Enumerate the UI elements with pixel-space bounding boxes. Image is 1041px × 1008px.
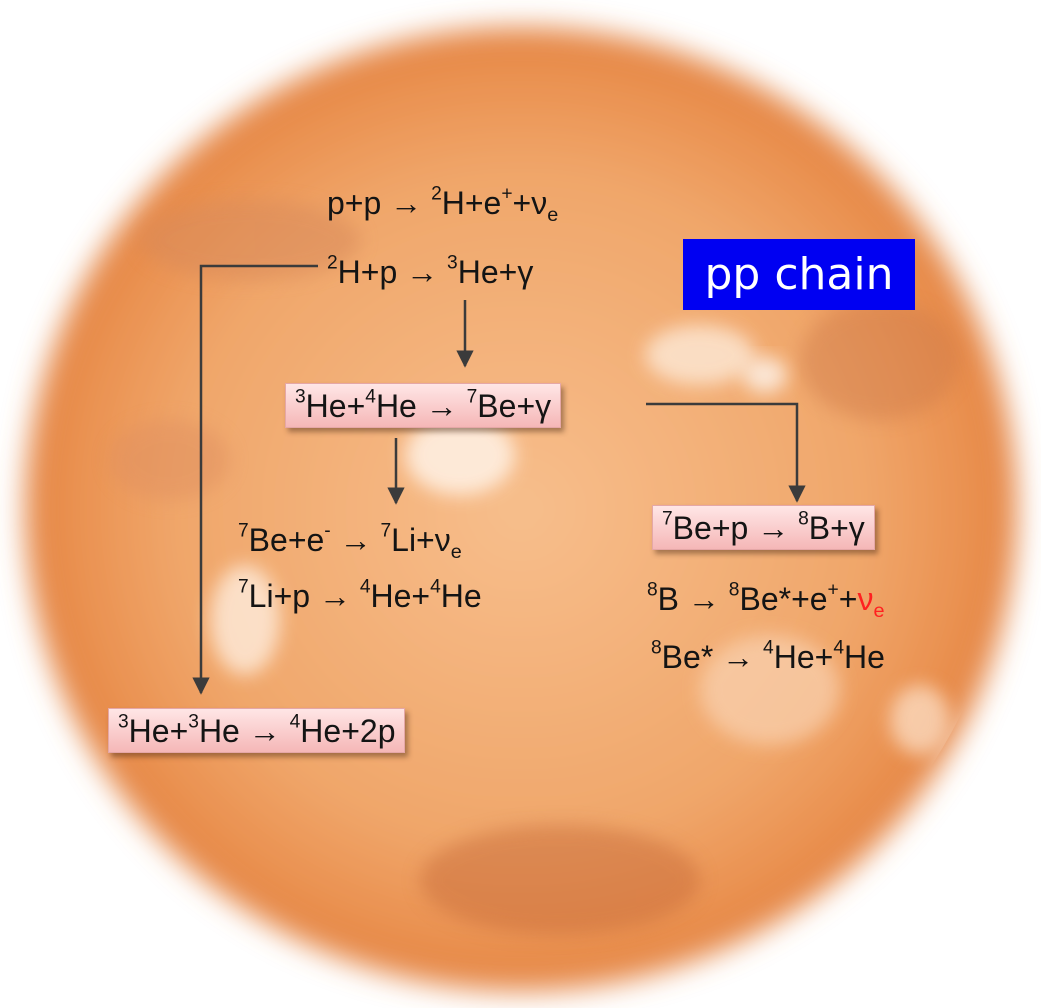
- dark-region: [420, 825, 700, 935]
- equation-part: He+γ: [457, 254, 534, 290]
- equation-part: 8: [728, 579, 740, 601]
- reaction-arrow-symbol: →: [406, 254, 439, 290]
- equation-part: 7: [238, 520, 249, 542]
- equation-part: e: [547, 203, 559, 226]
- equation-part: He: [198, 713, 249, 749]
- reaction-li7-proton: 7Li+p → 4He+4He: [238, 576, 482, 614]
- equation-part: -: [324, 520, 331, 542]
- bright-region: [700, 635, 840, 745]
- equation-part: 3: [188, 711, 199, 733]
- equation-part: 4: [833, 637, 844, 659]
- equation-part: H+e: [441, 185, 502, 221]
- reaction-b8-decay: 8B → 8Be*+e++νe: [647, 579, 884, 621]
- reaction-deuterium-capture: 2H+p → 3He+γ: [327, 252, 534, 290]
- reaction-he3-he4-box: 3He+4He → 7Be+γ: [285, 383, 562, 428]
- bright-region: [645, 325, 755, 385]
- reaction-he3-he3-box: 3He+3He → 4He+2p: [108, 708, 406, 753]
- reaction-arrow-symbol: →: [248, 713, 281, 749]
- equation-part: 3: [447, 252, 458, 274]
- equation-part: He: [375, 388, 426, 424]
- equation-part: e: [873, 599, 885, 622]
- equation-part: Li+ν: [391, 522, 451, 558]
- equation-part: [789, 510, 798, 546]
- arrow-r3-to-r6: [646, 402, 806, 503]
- equation-part: 8: [798, 508, 809, 530]
- equation-part: [754, 639, 763, 675]
- equation-part: Be+γ: [477, 388, 552, 424]
- reaction-arrow-symbol: →: [390, 185, 423, 221]
- arrow-r2-to-r9: [192, 264, 318, 695]
- reaction-arrow-symbol: →: [318, 578, 351, 614]
- reaction-be7-proton-box: 7Be+p → 8B+γ: [652, 505, 875, 550]
- equation-part: 4: [359, 576, 371, 598]
- equation-part: 3: [118, 711, 129, 733]
- equation-part: He+: [305, 388, 366, 424]
- equation-part: Be+e: [248, 522, 325, 558]
- equation-part: 4: [289, 711, 301, 733]
- equation-part: [331, 522, 340, 558]
- reaction-be7-electron-capture: 7Be+e- → 7Li+νe: [238, 520, 462, 562]
- reaction-pp-fusion: p+p → 2H+e++νe: [327, 183, 558, 225]
- bright-region: [743, 357, 787, 393]
- bright-region: [210, 565, 280, 675]
- equation-part: e: [450, 540, 462, 563]
- reaction-be8-decay: 8Be* → 4He+4He: [651, 637, 885, 675]
- equation-part: He: [843, 639, 885, 675]
- equation-part: He+: [773, 639, 834, 675]
- diagram-title: pp chain: [683, 239, 915, 310]
- equation-part: 7: [238, 576, 249, 598]
- equation-part: [422, 185, 431, 221]
- equation-part: +: [838, 581, 858, 617]
- dark-region: [140, 200, 360, 280]
- equation-part: [281, 713, 290, 749]
- reaction-arrow-symbol: →: [425, 388, 458, 424]
- dark-region: [800, 300, 960, 420]
- reaction-arrow-symbol: →: [722, 639, 755, 675]
- equation-part: p+p: [327, 185, 391, 221]
- equation-part: 4: [763, 637, 774, 659]
- equation-part: 2: [327, 252, 338, 274]
- equation-part: 3: [295, 386, 306, 408]
- equation-part: He+2p: [300, 713, 396, 749]
- equation-part: [458, 388, 467, 424]
- equation-part: 8: [651, 637, 662, 659]
- equation-part: B+γ: [808, 510, 865, 546]
- reaction-arrow-symbol: →: [687, 581, 720, 617]
- bright-region: [890, 685, 950, 755]
- equation-part: Be*: [661, 639, 723, 675]
- equation-part: 7: [380, 520, 392, 542]
- equation-part: +ν: [512, 185, 548, 221]
- equation-part: Be*+e: [739, 581, 828, 617]
- equation-part: 4: [365, 386, 376, 408]
- equation-part: 2: [431, 183, 442, 205]
- equation-part: B: [657, 581, 688, 617]
- equation-part: He+: [128, 713, 189, 749]
- equation-part: 7: [466, 386, 478, 408]
- reaction-arrow-symbol: →: [757, 510, 790, 546]
- equation-part: +: [501, 183, 513, 205]
- equation-part: [351, 578, 360, 614]
- reaction-arrow-symbol: →: [339, 522, 372, 558]
- equation-part: [720, 581, 729, 617]
- equation-part: ν: [857, 581, 874, 617]
- equation-part: 8: [647, 579, 658, 601]
- equation-part: 4: [430, 576, 441, 598]
- bright-region: [405, 415, 515, 495]
- equation-part: He+: [370, 578, 431, 614]
- equation-part: H+p: [337, 254, 407, 290]
- equation-part: He: [440, 578, 482, 614]
- equation-part: Li+p: [248, 578, 319, 614]
- equation-part: [438, 254, 447, 290]
- equation-part: 7: [662, 508, 673, 530]
- equation-part: +: [827, 579, 839, 601]
- equation-part: Be+p: [672, 510, 758, 546]
